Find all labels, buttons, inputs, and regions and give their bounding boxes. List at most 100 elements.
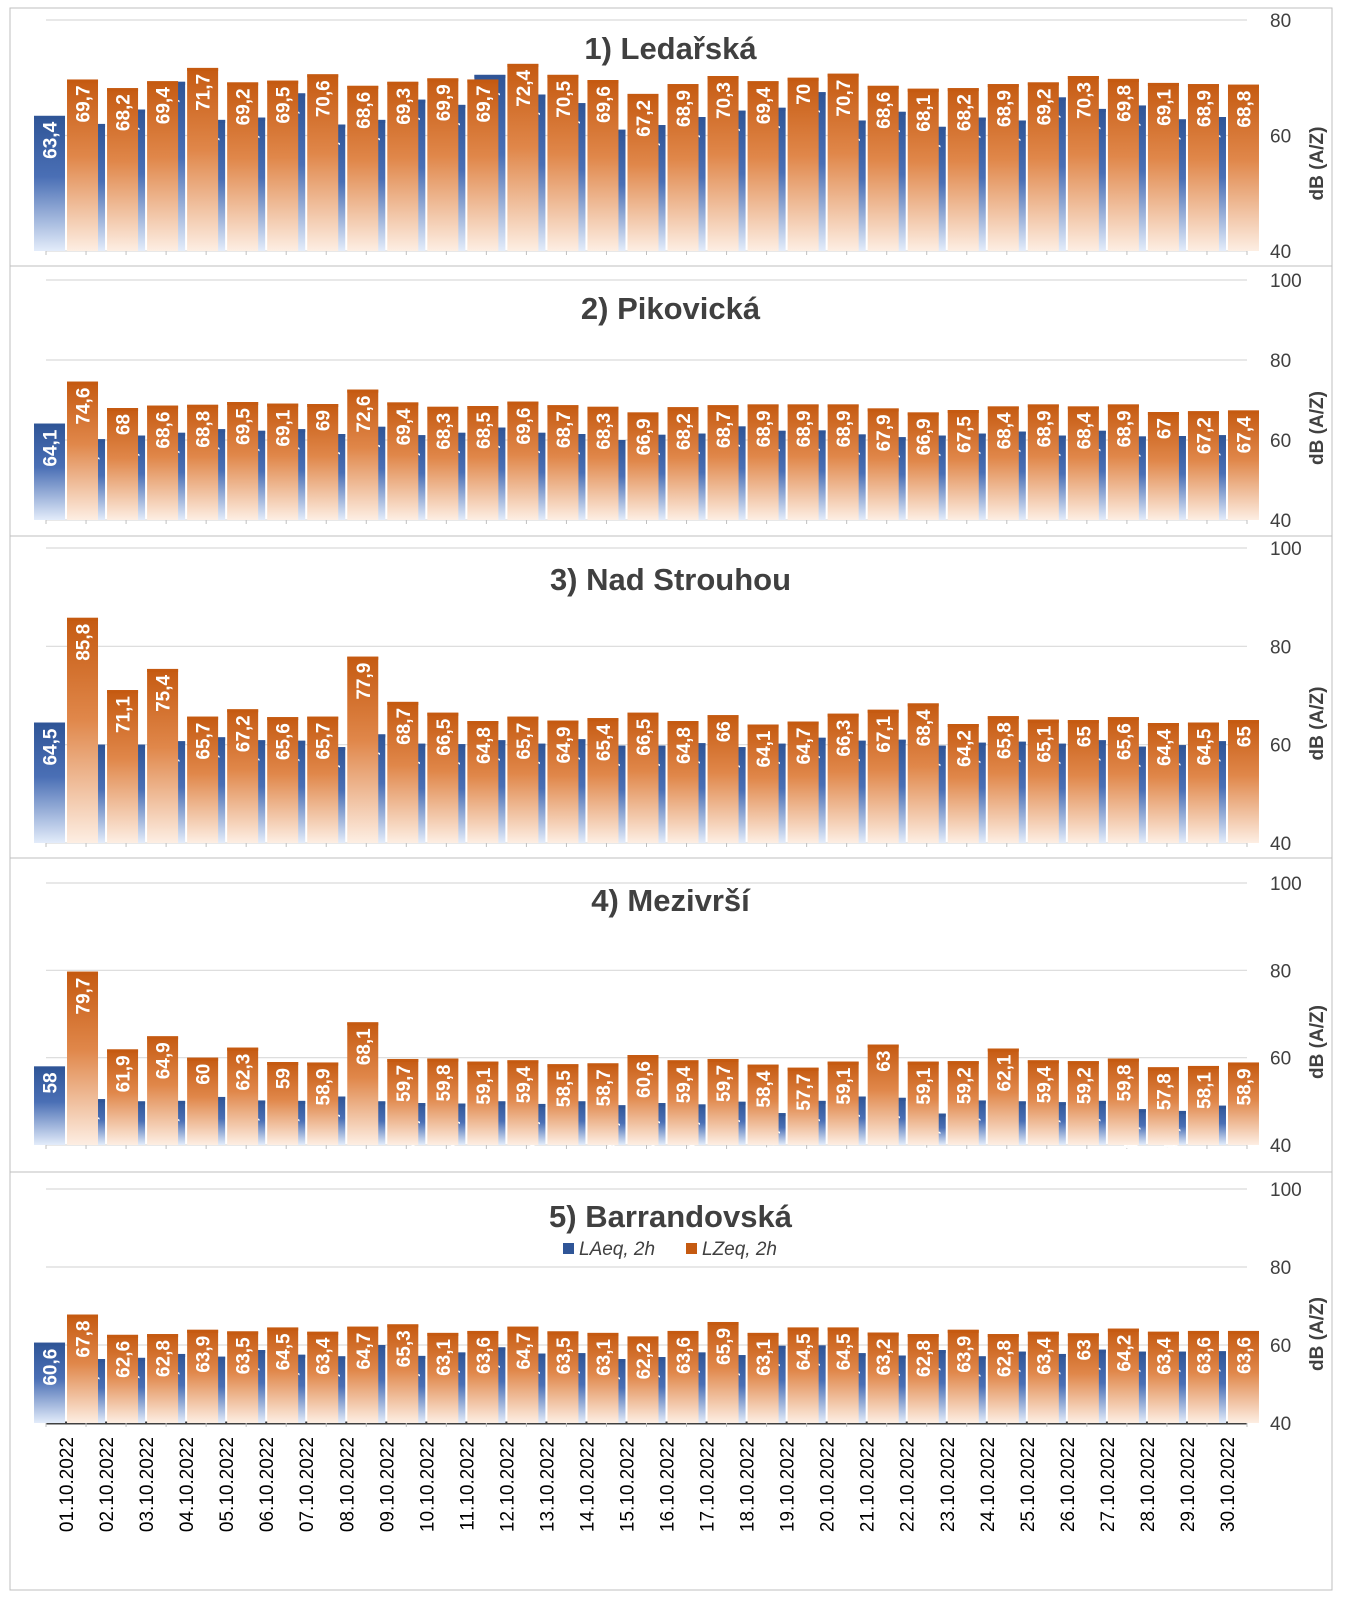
data-label: 71,7	[194, 74, 215, 111]
bar-lzeq	[347, 656, 379, 843]
bar-lzeq	[587, 80, 619, 251]
bar-top-edge	[707, 715, 739, 719]
bar-top-edge	[1227, 1062, 1259, 1066]
bar-top-edge	[947, 410, 979, 413]
bar-lzeq	[667, 721, 699, 843]
bar-top-edge	[1107, 1328, 1139, 1332]
data-label: 69,7	[74, 85, 95, 122]
bar-top-edge	[67, 79, 99, 83]
bar-top-edge	[1147, 1331, 1179, 1335]
bar-lzeq	[107, 1049, 139, 1145]
bar-lzeq	[1027, 404, 1059, 520]
bar-top-edge	[1107, 1058, 1139, 1062]
bar-top-edge	[427, 1058, 459, 1062]
bar-top-edge	[467, 1330, 499, 1334]
data-label: 60	[194, 1064, 215, 1085]
bar-top-edge	[1107, 404, 1139, 408]
x-category-label: 23.10.2022	[938, 1437, 959, 1532]
bar-top-edge	[34, 115, 66, 119]
bar-top-edge	[427, 406, 459, 410]
panel-title: 4) Mezivrší	[591, 883, 751, 918]
bar-top-edge	[827, 73, 859, 77]
data-label: 69,7	[474, 85, 495, 122]
bar-lzeq	[827, 1061, 859, 1145]
data-label: 64,8	[674, 727, 695, 764]
bar-top-edge	[747, 404, 779, 408]
bar-top-edge	[267, 717, 299, 721]
data-label: 65,7	[514, 723, 535, 760]
chart-frame	[9, 7, 1333, 1591]
bar-top-edge	[1027, 82, 1059, 86]
data-label: 68,3	[594, 413, 615, 450]
panel-title: 1) Ledařská	[584, 31, 757, 66]
x-category-label: 02.10.2022	[97, 1437, 118, 1532]
bar-top-edge	[907, 1061, 939, 1065]
y-tick-label: 40	[1270, 511, 1291, 532]
bar-lzeq	[227, 709, 259, 843]
bar-top-edge	[227, 1331, 259, 1335]
data-label: 65,1	[1034, 725, 1055, 762]
bar-lzeq	[747, 81, 779, 251]
bar-lzeq	[987, 84, 1019, 251]
data-label: 66	[714, 721, 735, 742]
data-label: 59,2	[954, 1067, 975, 1104]
x-category-label: 06.10.2022	[257, 1437, 278, 1532]
bar-top-edge	[507, 1326, 539, 1330]
data-label: 69,2	[234, 88, 255, 125]
data-label: 57,7	[794, 1074, 815, 1111]
legend-swatch-laeq	[563, 1243, 574, 1254]
bar-top-edge	[707, 405, 739, 409]
bar-lzeq	[147, 81, 179, 251]
bar-lzeq	[427, 1058, 459, 1145]
data-label: 70,5	[554, 80, 575, 117]
bar-top-edge	[67, 971, 99, 975]
data-label: 68,8	[1234, 91, 1255, 128]
bar-lzeq	[947, 1329, 979, 1423]
y-tick-label: 60	[1270, 1336, 1291, 1357]
data-label: 65,4	[594, 724, 615, 761]
bar-lzeq	[1187, 1065, 1219, 1145]
y-tick-label: 100	[1270, 271, 1302, 292]
data-label: 59,1	[474, 1067, 495, 1104]
bar-top-edge	[267, 1062, 299, 1066]
data-label: 67,4	[1234, 416, 1255, 453]
data-label: 63,4	[41, 121, 62, 158]
data-label: 63,5	[554, 1337, 575, 1374]
bar-top-edge	[67, 381, 99, 385]
data-label: 64,9	[154, 1042, 175, 1079]
data-label: 63,6	[474, 1337, 495, 1374]
bar-lzeq	[187, 716, 219, 843]
data-label: 62,8	[994, 1340, 1015, 1377]
data-label: 68,1	[354, 1028, 375, 1065]
bar-lzeq	[947, 1061, 979, 1145]
bar-lzeq	[827, 713, 859, 843]
bar-top-edge	[1147, 1067, 1179, 1071]
bar-lzeq	[1187, 1330, 1219, 1423]
data-label: 61,9	[114, 1055, 135, 1092]
bar-lzeq	[467, 721, 499, 843]
data-label: 68,9	[674, 90, 695, 127]
bar-lzeq	[907, 88, 939, 251]
bar-top-edge	[827, 1327, 859, 1331]
bar-lzeq	[1227, 410, 1259, 520]
bar-top-edge	[787, 1327, 819, 1331]
bar-lzeq	[1187, 84, 1219, 251]
data-label: 67,1	[874, 715, 895, 752]
bar-lzeq	[787, 721, 819, 843]
bar-top-edge	[507, 63, 539, 67]
bar-top-edge	[747, 1332, 779, 1336]
data-label: 63,1	[434, 1338, 455, 1375]
data-label: 64,2	[954, 730, 975, 767]
bar-top-edge	[667, 84, 699, 88]
bar-top-edge	[907, 88, 939, 92]
bar-lzeq	[707, 715, 739, 843]
bar-lzeq	[227, 82, 259, 252]
bar-top-edge	[67, 617, 99, 621]
data-label: 64,5	[1194, 728, 1215, 765]
bar-lzeq	[1067, 720, 1099, 843]
data-label: 65,3	[394, 1330, 415, 1367]
bar-lzeq	[1107, 717, 1139, 843]
data-label: 69	[314, 410, 335, 431]
bar-lzeq	[507, 63, 539, 251]
